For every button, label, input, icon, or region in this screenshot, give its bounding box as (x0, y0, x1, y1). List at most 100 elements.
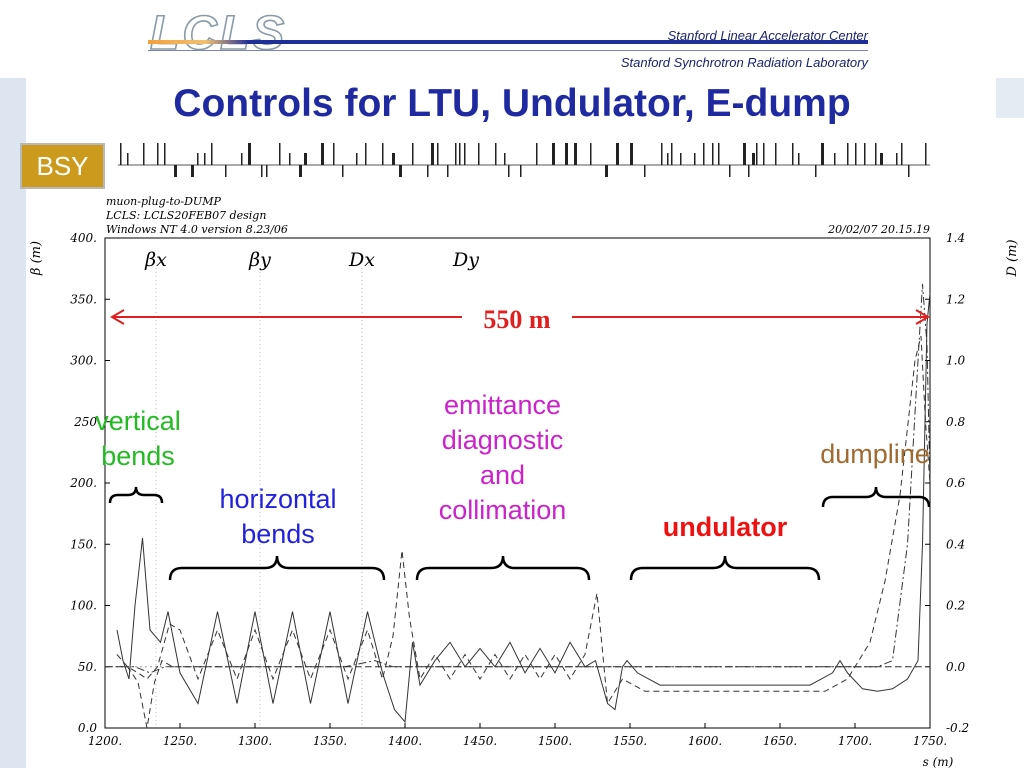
brace-undulator (629, 555, 821, 581)
span-label: 550 m (483, 305, 551, 334)
lattice-element (775, 143, 777, 165)
lattice-element (304, 153, 307, 165)
x-tick-label: 1750. (913, 734, 947, 748)
y-tick-label: 250 (73, 415, 97, 429)
y-tick-label: 200. (69, 476, 97, 490)
lattice-element (718, 143, 720, 165)
label-dumpline: dumpline (820, 439, 930, 469)
lattice-element (478, 143, 480, 165)
lattice-element (574, 143, 577, 165)
lattice-element (191, 165, 194, 177)
y-tick-label: 400. (69, 231, 97, 245)
lattice-element (427, 165, 429, 177)
lattice-element (667, 153, 669, 165)
lattice-element (431, 143, 434, 165)
lattice-element (821, 143, 824, 165)
lattice-element (748, 165, 750, 177)
lattice-element (261, 165, 263, 177)
label-emittance-line2: diagnostic (441, 425, 564, 455)
lattice-element (792, 143, 794, 165)
lattice-element (661, 143, 663, 165)
y2-axis-label: D (m) (1005, 239, 1020, 277)
page-title: Controls for LTU, Undulator, E-dump (173, 82, 851, 125)
span-arrow (110, 309, 930, 325)
x-tick-label: 1650. (763, 734, 797, 748)
label-emittance-line3: and (479, 460, 526, 490)
lattice-element (241, 153, 243, 165)
legend-item: βy (248, 249, 271, 271)
lattice-element (157, 143, 159, 165)
x-tick-label: 1700. (838, 734, 872, 748)
legend-item: βx (144, 249, 167, 271)
lattice-element (901, 143, 903, 165)
x-tick-label: 1200. (88, 734, 122, 748)
x-tick-label: 1500. (538, 734, 572, 748)
lattice-element (565, 143, 568, 165)
lattice-element (875, 143, 877, 165)
y2-tick-label: 1.0 (946, 354, 965, 368)
org-line-slac: Stanford Linear Accelerator Center (667, 28, 868, 43)
label-horizontal-bends-line1: horizontal (219, 484, 337, 514)
lattice-element (464, 143, 466, 165)
lattice-element (864, 143, 866, 165)
bsy-badge: BSY (20, 143, 105, 189)
label-horizontal-bends: horizontal bends (188, 482, 368, 552)
lattice-element (694, 153, 696, 165)
y-tick-label: 150. (70, 537, 97, 551)
lattice-element (437, 143, 439, 165)
lattice-element (712, 143, 714, 165)
y-tick-label: 0.0 (78, 721, 97, 735)
lattice-element (342, 165, 344, 177)
y-tick-label: 350. (70, 292, 97, 306)
lattice-element (356, 153, 358, 165)
lattice-element (703, 143, 705, 165)
label-vertical-bends: vertical bends (78, 404, 198, 474)
lattice-element (120, 143, 122, 165)
brace-emittance (415, 555, 591, 581)
label-emittance: emittance diagnostic and collimation (400, 388, 605, 528)
lattice-element (798, 153, 800, 165)
plot-info-line1: muon-plug-to-DUMP (106, 195, 221, 208)
y2-tick-label: 0.0 (946, 660, 965, 674)
lattice-element (299, 165, 302, 177)
y2-tick-label: 0.6 (946, 476, 965, 490)
lattice-element (880, 153, 883, 165)
lattice-element (590, 143, 592, 165)
org-line-ssrl: Stanford Synchrotron Radiation Laborator… (620, 55, 868, 70)
lattice-element (174, 165, 177, 177)
lattice-element (743, 143, 746, 165)
lattice-element (382, 143, 384, 165)
y-tick-label: 100. (70, 599, 97, 613)
legend-item: Dy (452, 249, 479, 271)
lattice-element (204, 153, 206, 165)
lattice-element (279, 143, 281, 165)
lattice-element (248, 143, 251, 165)
lattice-element (729, 165, 731, 177)
lattice-element (908, 165, 910, 177)
lattice-element (847, 143, 849, 165)
lattice-element (855, 143, 857, 165)
x-tick-label: 1350. (313, 734, 347, 748)
lattice-element (752, 153, 755, 165)
y-tick-label: 50. (78, 660, 97, 674)
plot-info-line2: LCLS: LCLS20FEB07 design (105, 209, 266, 222)
lattice-element (197, 153, 199, 165)
x-tick-label: 1300. (238, 734, 272, 748)
right-decor-bar (996, 78, 1024, 118)
lattice-element (671, 143, 673, 165)
x-tick-label: 1550. (613, 734, 647, 748)
lattice-element (143, 143, 145, 165)
lattice-element (520, 165, 522, 177)
y2-tick-label: -0.2 (946, 721, 969, 735)
lattice-element (412, 143, 414, 165)
lattice-element (455, 143, 457, 165)
lattice-element (925, 143, 927, 165)
brace-vertical-bends (108, 486, 164, 504)
x-tick-label: 1250. (163, 734, 197, 748)
label-horizontal-bends-line2: bends (241, 519, 315, 549)
lattice-element (536, 143, 538, 165)
lattice-element (630, 143, 633, 165)
lattice-element (504, 153, 506, 165)
x-tick-label: 1400. (388, 734, 422, 748)
lattice-strip (118, 143, 930, 177)
